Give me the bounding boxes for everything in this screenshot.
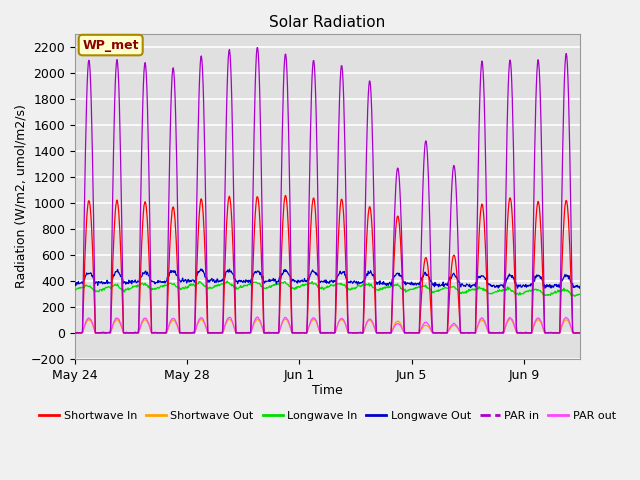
X-axis label: Time: Time [312,384,343,397]
Y-axis label: Radiation (W/m2, umol/m2/s): Radiation (W/m2, umol/m2/s) [15,105,28,288]
Text: WP_met: WP_met [83,38,139,51]
Title: Solar Radiation: Solar Radiation [269,15,386,30]
Legend: Shortwave In, Shortwave Out, Longwave In, Longwave Out, PAR in, PAR out: Shortwave In, Shortwave Out, Longwave In… [35,407,620,426]
